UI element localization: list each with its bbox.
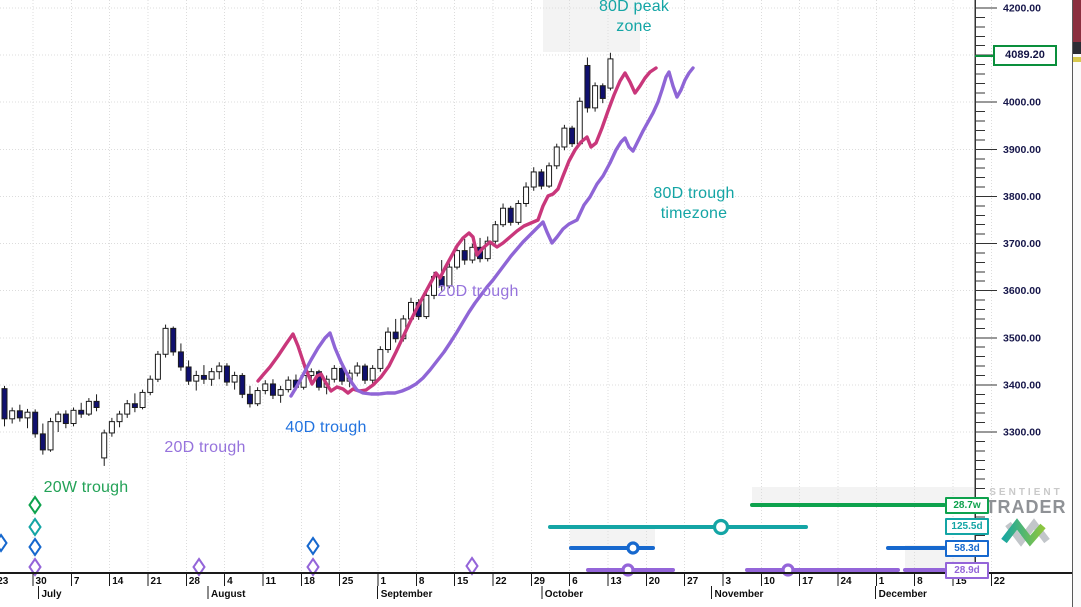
cycle-length-label-125-5d[interactable]: 125.5d (945, 518, 989, 535)
vertical-scrollbar[interactable] (1072, 0, 1081, 607)
cycle-length-label-28-9d[interactable]: 28.9d (945, 562, 989, 579)
cycle-marker-handle[interactable] (626, 541, 640, 555)
svg-text:3500.00: 3500.00 (1003, 332, 1041, 344)
trough-diamond-icon[interactable] (28, 557, 42, 577)
svg-text:13: 13 (610, 576, 622, 587)
cycle-length-label-28-7w[interactable]: 28.7w (945, 497, 989, 514)
svg-text:3: 3 (725, 576, 731, 587)
svg-text:29: 29 (534, 576, 546, 587)
svg-text:1: 1 (381, 576, 387, 587)
svg-text:6: 6 (572, 576, 578, 587)
trough-diamond-icon[interactable] (306, 536, 320, 556)
svg-text:August: August (211, 589, 246, 600)
scrollbar-segment (1073, 57, 1081, 62)
trough-diamond-icon[interactable] (28, 537, 42, 557)
svg-text:3600.00: 3600.00 (1003, 285, 1041, 297)
svg-text:1: 1 (879, 576, 885, 587)
date-axis: 2330714212841118251815222961320273101724… (0, 572, 1072, 600)
svg-text:20: 20 (649, 576, 661, 587)
current-price-label: 4089.20 (993, 45, 1057, 66)
trough-diamond-icon[interactable] (465, 556, 479, 576)
trough-diamond-icon[interactable] (0, 533, 8, 553)
trough-diamond-icon[interactable] (28, 517, 42, 537)
pink-cycle-line (256, 66, 658, 395)
candles-layer (1, 52, 614, 466)
svg-text:November: November (715, 589, 764, 600)
price-axis: 3300.00 3400.00 3500.00 3600.00 3700.00 3800.… (974, 0, 1041, 573)
svg-text:10: 10 (764, 576, 776, 587)
svg-text:7: 7 (74, 576, 80, 587)
svg-text:8: 8 (419, 576, 425, 587)
svg-text:3900.00: 3900.00 (1003, 144, 1041, 156)
svg-text:4: 4 (227, 576, 233, 587)
svg-text:October: October (545, 589, 583, 600)
svg-text:17: 17 (802, 576, 814, 587)
svg-text:18: 18 (304, 576, 316, 587)
svg-text:September: September (381, 589, 433, 600)
svg-text:30: 30 (36, 576, 48, 587)
logo-word-trader: TRADER (985, 497, 1067, 517)
svg-text:4000.00: 4000.00 (1003, 97, 1041, 109)
svg-text:December: December (879, 589, 927, 600)
logo-word-sentient: SENTIENT (989, 487, 1063, 498)
svg-text:22: 22 (994, 576, 1006, 587)
trough-diamond-icon[interactable] (192, 557, 206, 577)
svg-text:3300.00: 3300.00 (1003, 426, 1041, 438)
svg-text:24: 24 (840, 576, 852, 587)
sentient-trader-logo: SENTIENT TRADER (983, 487, 1069, 553)
svg-text:3700.00: 3700.00 (1003, 238, 1041, 250)
cycle-length-label-58-3d[interactable]: 58.3d (945, 540, 989, 557)
svg-text:14: 14 (112, 576, 124, 587)
svg-text:25: 25 (342, 576, 354, 587)
cycle-marker-handle[interactable] (712, 518, 730, 536)
svg-text:27: 27 (687, 576, 699, 587)
svg-text:23: 23 (0, 576, 9, 587)
svg-text:22: 22 (495, 576, 507, 587)
purple-cycle-line (289, 66, 695, 398)
trough-diamond-icon[interactable] (28, 495, 42, 515)
svg-text:15: 15 (955, 576, 967, 587)
grid-lines (0, 0, 992, 573)
svg-text:July: July (42, 589, 62, 600)
svg-text:11: 11 (266, 576, 277, 587)
logo-mark-icon (1001, 518, 1050, 547)
trough-diamonds (0, 495, 479, 577)
svg-text:8: 8 (917, 576, 923, 587)
svg-text:3400.00: 3400.00 (1003, 379, 1041, 391)
svg-text:3800.00: 3800.00 (1003, 191, 1041, 203)
svg-text:28: 28 (189, 576, 201, 587)
svg-text:15: 15 (457, 576, 469, 587)
scrollbar-segment (1073, 42, 1081, 54)
svg-text:21: 21 (151, 576, 163, 587)
svg-text:4200.00: 4200.00 (1003, 3, 1041, 15)
trough-diamond-icon[interactable] (306, 557, 320, 577)
scrollbar-segment (1073, 0, 1081, 42)
